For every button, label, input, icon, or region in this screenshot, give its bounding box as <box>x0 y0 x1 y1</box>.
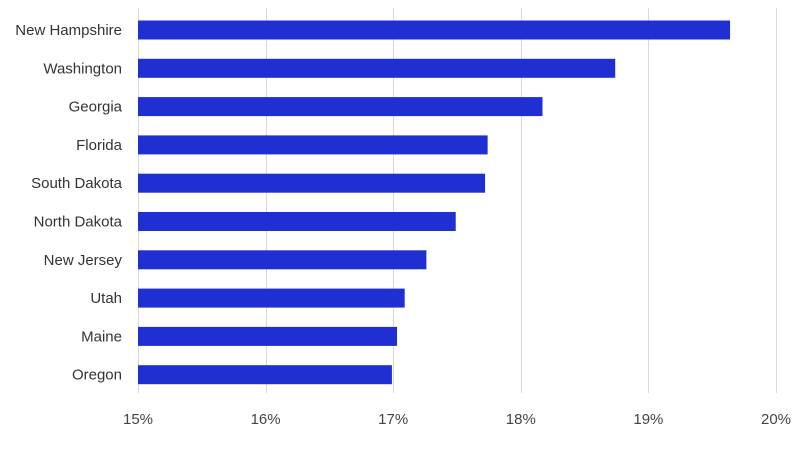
category-label: North Dakota <box>34 214 123 231</box>
bar <box>138 212 456 231</box>
bar <box>138 288 405 308</box>
category-label: Oregon <box>72 367 122 384</box>
bar <box>138 365 392 385</box>
bar <box>138 250 427 270</box>
bar <box>138 97 543 117</box>
x-tick-label: 15% <box>123 411 153 428</box>
x-tick-label: 19% <box>633 411 663 428</box>
x-tick-label: 17% <box>378 411 408 428</box>
x-axis-tick-labels: 15% 16% 17% 18% 19% 20% <box>123 411 791 428</box>
bar-layer <box>138 20 731 385</box>
bar <box>138 135 488 155</box>
category-label: New Jersey <box>44 252 123 269</box>
bar <box>138 58 616 78</box>
bar <box>138 20 731 40</box>
category-label: Florida <box>76 137 123 154</box>
category-label: Utah <box>90 290 122 307</box>
category-label: Washington <box>43 60 122 77</box>
bar <box>138 173 486 193</box>
category-label: Maine <box>81 328 122 345</box>
category-labels: New Hampshire Washington Georgia Florida Sou… <box>15 22 122 384</box>
category-label: Georgia <box>69 99 123 116</box>
x-tick-label: 16% <box>251 411 281 428</box>
category-label: South Dakota <box>31 175 123 192</box>
category-label: New Hampshire <box>15 22 122 39</box>
bar <box>138 326 398 346</box>
x-tick-label: 18% <box>506 411 536 428</box>
x-tick-label: 20% <box>761 411 791 428</box>
